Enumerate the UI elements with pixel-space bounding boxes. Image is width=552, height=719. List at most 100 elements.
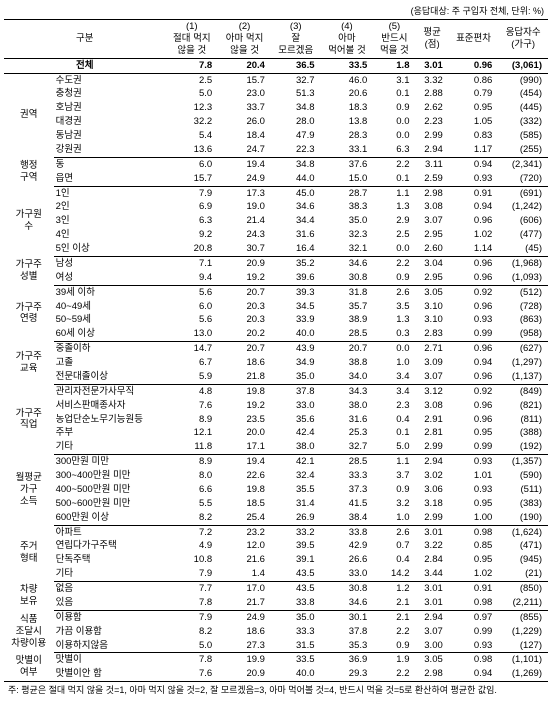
cell: 34.8	[271, 101, 321, 115]
cell: 3.44	[415, 567, 448, 581]
table-row: 충청권5.023.051.320.60.12.880.79(454)	[4, 87, 548, 101]
table-row: 40~49세6.020.334.535.73.53.100.96(728)	[4, 300, 548, 314]
cell: 43.9	[271, 342, 321, 356]
subcategory-cell: 맛별이안 함	[54, 667, 166, 681]
cell: 45.0	[271, 186, 321, 200]
subcategory-cell: 2인	[54, 200, 166, 214]
table-row: 동남권5.418.447.928.30.02.990.83(585)	[4, 129, 548, 143]
cell: 2.6	[373, 285, 415, 299]
cell: 2.83	[415, 327, 448, 341]
cell: 8.2	[165, 625, 218, 639]
cell: 1.05	[449, 115, 499, 129]
cell: 0.95	[449, 101, 499, 115]
cell: (627)	[498, 342, 548, 356]
cell: 34.6	[321, 596, 374, 610]
cell: 3.4	[373, 384, 415, 398]
cell: 33.2	[271, 525, 321, 539]
table-row: 연립다가구주택4.912.039.542.90.73.220.85(471)	[4, 539, 548, 553]
cell: 7.9	[165, 186, 218, 200]
cell: 24.9	[218, 172, 271, 186]
cell: 0.3	[373, 327, 415, 341]
cell: 32.7	[271, 73, 321, 87]
cell: 21.6	[218, 553, 271, 567]
cell: (1,242)	[498, 200, 548, 214]
cell: 17.0	[218, 582, 271, 596]
cell: 34.9	[271, 356, 321, 370]
cell: (511)	[498, 483, 548, 497]
subcategory-cell: 대경권	[54, 115, 166, 129]
cell: 44.0	[271, 172, 321, 186]
cell: 0.99	[449, 440, 499, 454]
cell: 0.97	[449, 610, 499, 624]
cell: 3.10	[415, 300, 448, 314]
category-cell: 가구원수	[4, 186, 54, 256]
category-cell: 식품조달시차량이용	[4, 610, 54, 653]
cell: 3.02	[415, 469, 448, 483]
cell: 42.1	[271, 455, 321, 469]
cell: 0.94	[449, 667, 499, 681]
cell: 12.3	[165, 101, 218, 115]
subcategory-cell: 이용함	[54, 610, 166, 624]
cell: 30.1	[321, 610, 374, 624]
cell: 1.02	[449, 228, 499, 242]
cell: 3.5	[373, 300, 415, 314]
cell: 0.96	[449, 256, 499, 270]
cell: 1.01	[449, 469, 499, 483]
subcategory-cell: 1인	[54, 186, 166, 200]
cell: 3.12	[415, 384, 448, 398]
cell: 0.98	[449, 653, 499, 667]
cell: 20.7	[218, 285, 271, 299]
table-row: 4인9.224.331.632.32.52.951.02(477)	[4, 228, 548, 242]
cell: 1.8	[373, 58, 415, 73]
cell: 41.5	[321, 497, 374, 511]
cell: 2.71	[415, 342, 448, 356]
cell: 32.1	[321, 242, 374, 256]
table-row: 기타11.817.138.032.75.02.990.99(192)	[4, 440, 548, 454]
cell: 1.0	[373, 511, 415, 525]
cell: 28.3	[321, 129, 374, 143]
cell: 0.9	[373, 271, 415, 285]
cell: 20.9	[218, 667, 271, 681]
table-row: 가구주연령39세 이하5.620.739.331.82.63.050.92(51…	[4, 285, 548, 299]
subcategory-cell: 기타	[54, 567, 166, 581]
cell: 2.3	[373, 399, 415, 413]
cell: (728)	[498, 300, 548, 314]
cell: 35.5	[271, 483, 321, 497]
cell: 0.92	[449, 285, 499, 299]
cell: 22.3	[271, 143, 321, 157]
cell: 2.5	[373, 228, 415, 242]
cell: 31.6	[271, 228, 321, 242]
subcategory-cell: 동	[54, 157, 166, 171]
table-row: 호남권12.333.734.818.30.92.620.95(445)	[4, 101, 548, 115]
cell: 1.02	[449, 567, 499, 581]
table-row: 가끔 이용함8.218.633.337.82.23.070.99(1,229)	[4, 625, 548, 639]
cell: 0.94	[449, 200, 499, 214]
table-row: 맛별이안 함7.620.940.029.32.22.980.94(1,269)	[4, 667, 548, 681]
subcategory-cell: 40~49세	[54, 300, 166, 314]
cell: 3.09	[415, 356, 448, 370]
cell: 21.8	[218, 370, 271, 384]
cell: 6.3	[165, 214, 218, 228]
subcategory-cell: 600만원 이상	[54, 511, 166, 525]
cell: 2.60	[415, 242, 448, 256]
cell: 33.7	[218, 101, 271, 115]
cell: 2.94	[415, 455, 448, 469]
subcategory-cell: 500~600만원 미만	[54, 497, 166, 511]
cell: 0.95	[449, 426, 499, 440]
cell: 20.8	[165, 242, 218, 256]
cell: 42.4	[271, 426, 321, 440]
header-c5: (5)반드시먹을 것	[373, 20, 415, 59]
cell: 0.93	[449, 313, 499, 327]
cell: (990)	[498, 73, 548, 87]
cell: 18.4	[218, 129, 271, 143]
subcategory-cell: 호남권	[54, 101, 166, 115]
table-row: 읍면15.724.944.015.00.12.590.93(720)	[4, 172, 548, 186]
cell: (1,968)	[498, 256, 548, 270]
cell: 3.01	[415, 525, 448, 539]
cell: 6.3	[373, 143, 415, 157]
table-row: 50~59세5.620.333.938.91.33.100.93(863)	[4, 313, 548, 327]
cell: 3.08	[415, 200, 448, 214]
cell: 2.2	[373, 625, 415, 639]
table-row: 5인 이상20.830.716.432.10.02.601.14(45)	[4, 242, 548, 256]
cell: (21)	[498, 567, 548, 581]
